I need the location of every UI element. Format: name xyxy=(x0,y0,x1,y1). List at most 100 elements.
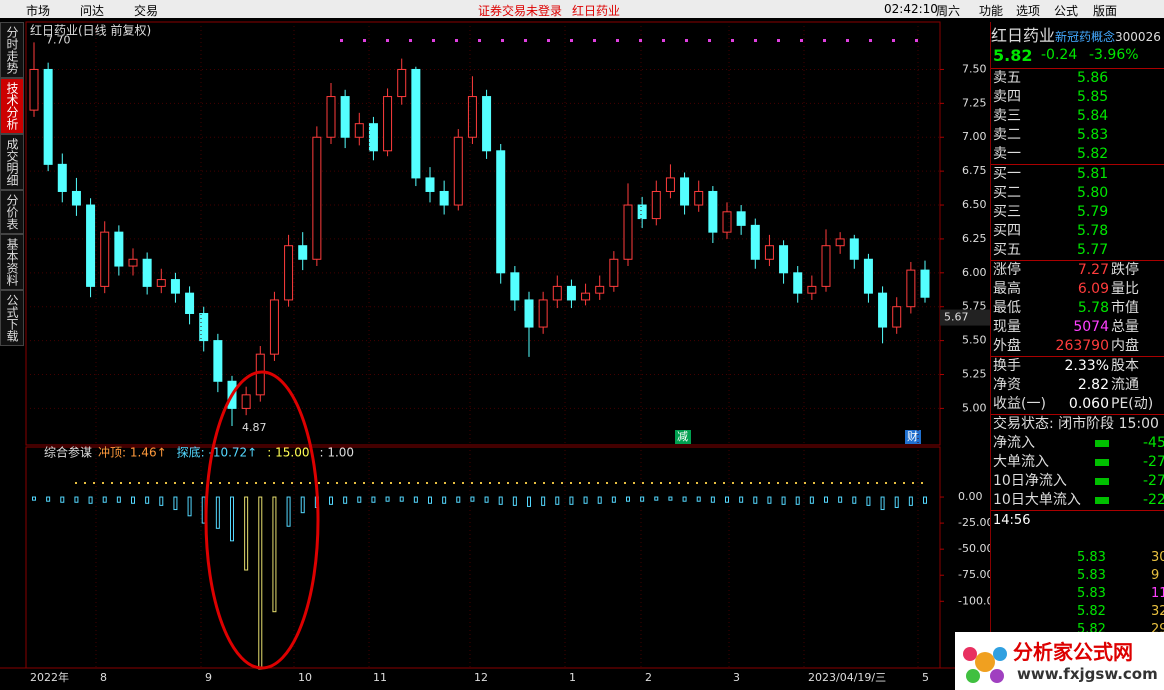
candle-body xyxy=(538,299,548,328)
menu-item[interactable]: 交易 xyxy=(134,4,159,18)
ind-bar xyxy=(838,496,843,503)
tab[interactable]: 分时走势 xyxy=(0,22,24,78)
ind-dot xyxy=(444,482,446,484)
ind-bar xyxy=(456,496,461,503)
flow-bar xyxy=(1095,497,1109,504)
book-price: 5.81 xyxy=(1077,166,1109,182)
menu-item[interactable]: 市场 xyxy=(26,4,51,18)
ind-dot xyxy=(804,482,806,484)
quote-panel: 红日药业新冠药概念300026 5.82 -0.24 -3.96% 卖五 5.86 卖四 5.… xyxy=(990,22,1164,637)
y-tick-label: 5.25 xyxy=(962,368,987,381)
ind-bar xyxy=(286,496,291,527)
price: 5.82 xyxy=(993,46,1033,65)
ind-dot xyxy=(885,482,887,484)
stat-label2: 跌停 xyxy=(1111,262,1139,278)
ind-bar xyxy=(824,496,828,503)
ind-dot xyxy=(678,482,680,484)
ind-dot xyxy=(894,482,896,484)
tick-price: 5.83 xyxy=(1077,550,1106,565)
menu-tool[interactable]: 版面 xyxy=(1093,4,1118,18)
ind-dot xyxy=(858,482,860,484)
status: 交易状态: 闭市阶段 15:00 xyxy=(993,416,1159,432)
tick-vol: 32 xyxy=(1151,604,1164,619)
menu-tool[interactable]: 公式 xyxy=(1054,4,1079,18)
flow-value: -225 xyxy=(1143,492,1164,508)
flow-value: -453 xyxy=(1143,435,1164,451)
flow-row: 10日大单流入 -225 xyxy=(991,491,1164,510)
ind-bar xyxy=(710,496,715,503)
stat-label: 换手 xyxy=(993,358,1021,374)
y-tick-label: 5.00 xyxy=(962,401,987,414)
ind-dot xyxy=(822,482,824,484)
ind-bar xyxy=(908,496,913,506)
ind-bar xyxy=(597,496,602,504)
ind-bar xyxy=(428,496,432,504)
ind-dot xyxy=(498,482,500,484)
signal-dot xyxy=(800,39,803,42)
tab[interactable]: 分价表 xyxy=(0,190,24,234)
ind-bar xyxy=(725,496,729,503)
ind-dot xyxy=(471,482,473,484)
ind-dot xyxy=(192,482,194,484)
tab[interactable]: 基本资料 xyxy=(0,234,24,290)
x-tick-label: 8 xyxy=(100,671,107,684)
book-label: 买一 xyxy=(993,166,1021,182)
ind-bar xyxy=(640,496,645,502)
book-row: 买四 5.78 xyxy=(991,222,1164,241)
high-label: 7.70 xyxy=(46,33,71,46)
candle-body xyxy=(878,292,888,328)
ind-dot xyxy=(624,482,626,484)
x-tick-label: 3 xyxy=(733,671,740,684)
menu-item[interactable]: 问达 xyxy=(80,4,105,18)
ind-bar xyxy=(329,496,333,505)
candle-body xyxy=(849,238,859,260)
tab[interactable]: 技术分析 xyxy=(0,78,24,134)
ind-dot xyxy=(408,482,410,484)
clock: 02:42:10 xyxy=(884,2,938,16)
tick-row: 5.83 9 xyxy=(991,566,1164,584)
y-tick-label: 7.00 xyxy=(962,130,987,143)
candle-body xyxy=(298,245,308,260)
menu-tool[interactable]: 选项 xyxy=(1016,4,1041,18)
ind-bar xyxy=(626,496,630,502)
x-tick-label: 2023/04/19/三 xyxy=(808,671,886,684)
stat-row: 最低 5.78 市值 xyxy=(991,299,1164,318)
signal-dot xyxy=(731,39,734,42)
signal-dot xyxy=(432,39,435,42)
tick-price: 5.82 xyxy=(1077,604,1106,619)
signal-dot xyxy=(754,39,757,42)
signal-dot xyxy=(846,39,849,42)
x-tick-label: 12 xyxy=(474,671,488,684)
ind-dot xyxy=(138,482,140,484)
ind-bar xyxy=(88,496,93,504)
charts: 5.00 5.25 5.50 5.75 6.00 6.25 6.50 6.75 7.00 7.25… xyxy=(0,21,990,684)
ind-dot xyxy=(903,482,905,484)
ind-dot xyxy=(570,482,572,484)
tab[interactable]: 公式下载 xyxy=(0,290,24,346)
candle-body xyxy=(694,190,704,206)
marker-box xyxy=(905,430,921,444)
ind-dot xyxy=(525,482,527,484)
ind-bar xyxy=(866,496,871,506)
signal-dot xyxy=(777,39,780,42)
book-price: 5.82 xyxy=(1077,146,1109,162)
candle-body xyxy=(411,68,421,179)
tab[interactable]: 成交明细 xyxy=(0,134,24,190)
ind-dot xyxy=(876,482,878,484)
ind-dot xyxy=(300,482,302,484)
ind-dot xyxy=(831,482,833,484)
flow-bar xyxy=(1095,440,1109,447)
menu-tool[interactable]: 功能 xyxy=(979,4,1004,18)
y-tick-label: 7.25 xyxy=(962,96,987,109)
tick-row: 5.82 32 xyxy=(991,602,1164,620)
ind-dot xyxy=(210,482,212,484)
flow-row: 大单流入 -270 xyxy=(991,453,1164,472)
tick-price: 5.83 xyxy=(1077,568,1106,583)
x-tick-label: 5 xyxy=(922,671,929,684)
book-row: 卖一 5.82 xyxy=(991,145,1164,164)
ind-dot xyxy=(813,482,815,484)
ind-bar xyxy=(357,496,362,503)
candle-body xyxy=(793,272,803,294)
ind-dot xyxy=(480,482,482,484)
